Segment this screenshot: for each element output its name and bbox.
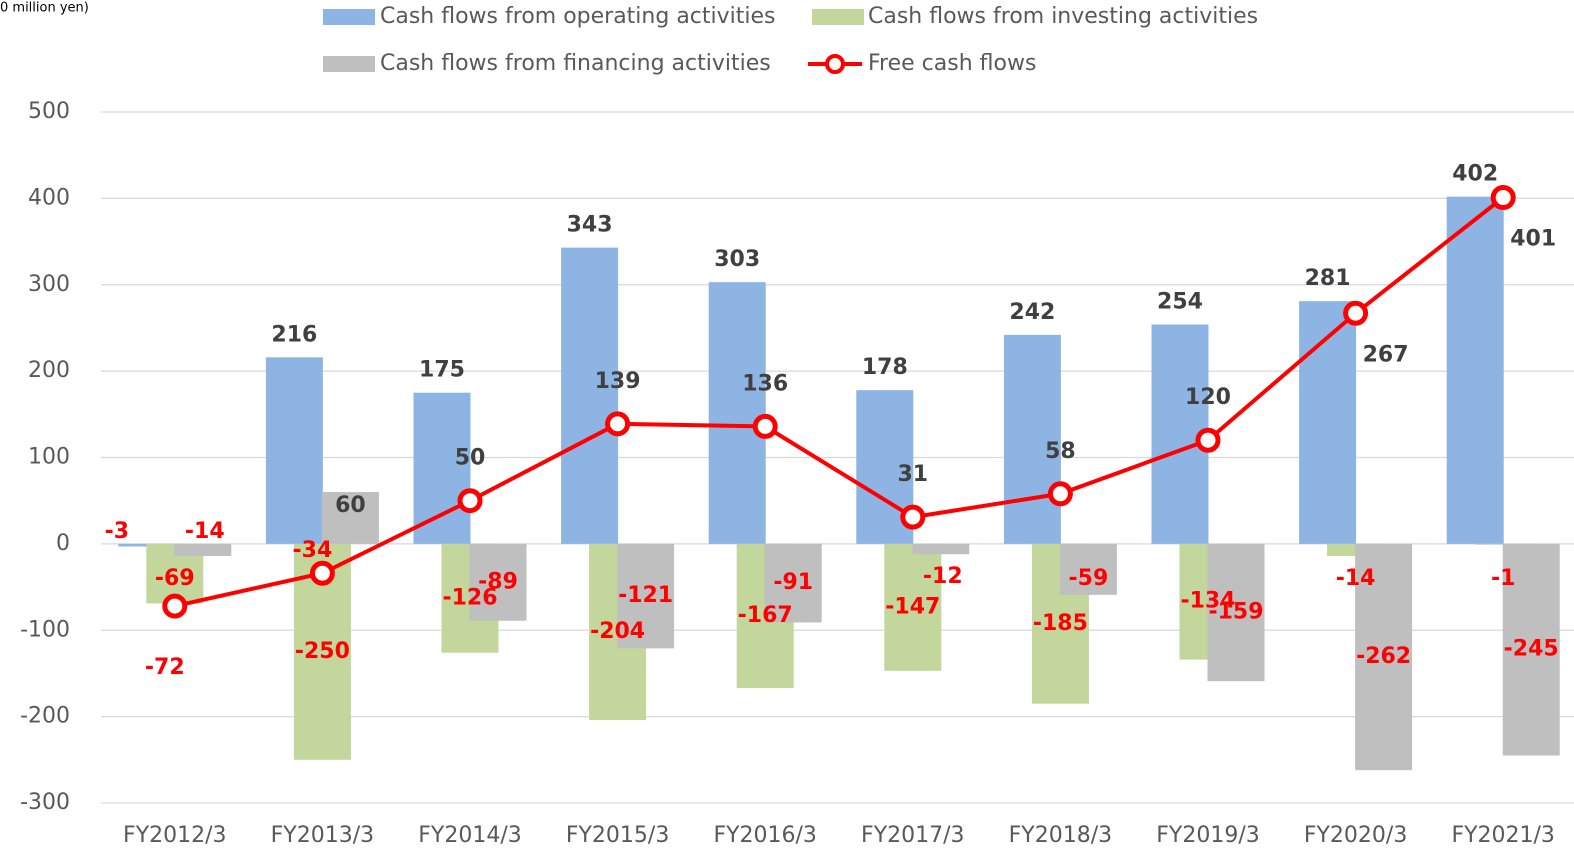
data-label: 254: [1157, 289, 1203, 314]
x-tick-label: FY2012/3: [123, 823, 227, 848]
bar: [1355, 543, 1413, 771]
data-label: -126: [442, 585, 497, 610]
line: [174, 195, 1505, 609]
bar: [174, 543, 232, 556]
marker: [1195, 427, 1221, 453]
bar: [912, 543, 970, 555]
data-label: -262: [1356, 644, 1411, 669]
data-label: -121: [618, 583, 673, 608]
y-tick-label: 300: [28, 272, 70, 297]
legend-marker: [825, 54, 845, 74]
y-tick-label: 400: [28, 185, 70, 210]
x-tick-label: FY2016/3: [713, 823, 817, 848]
legend-label: Cash flows from investing activities: [868, 4, 1258, 29]
data-label: 401: [1510, 227, 1556, 252]
bar: [764, 543, 822, 623]
data-label: -3: [105, 519, 129, 544]
bar: [1299, 301, 1357, 544]
data-label: 139: [595, 369, 641, 394]
data-label: 242: [1009, 300, 1055, 325]
data-label: -34: [293, 538, 333, 563]
bar: [884, 543, 942, 671]
data-label: 178: [862, 355, 908, 380]
marker: [1490, 185, 1516, 211]
data-label: -69: [155, 566, 195, 591]
marker: [309, 560, 335, 586]
y-tick-label: 0: [56, 531, 70, 556]
bar: [561, 247, 619, 544]
data-label: 31: [897, 462, 928, 487]
legend-label: Free cash flows: [868, 51, 1036, 76]
bar: [469, 543, 527, 621]
data-label: 50: [455, 446, 486, 471]
marker: [605, 411, 631, 437]
x-tick-label: FY2013/3: [271, 823, 375, 848]
data-label: -91: [773, 570, 813, 595]
data-label: -167: [738, 603, 793, 628]
data-label: -14: [185, 519, 225, 544]
bar: [1003, 334, 1061, 544]
data-label: 267: [1363, 342, 1409, 367]
data-label: 136: [742, 371, 788, 396]
unit-label: 0 million yen): [0, 1, 89, 16]
data-label: -59: [1069, 566, 1109, 591]
x-tick-label: FY2021/3: [1451, 823, 1555, 848]
data-label: -12: [923, 564, 963, 589]
bar: [1059, 543, 1117, 595]
data-label: -134: [1180, 589, 1235, 614]
x-tick-label: FY2020/3: [1304, 823, 1408, 848]
data-label: -147: [885, 594, 940, 619]
data-label: -185: [1033, 611, 1088, 636]
data-label: 175: [419, 358, 465, 383]
data-label: -1: [1491, 566, 1515, 591]
bar: [321, 492, 379, 544]
x-tick-label: FY2019/3: [1156, 823, 1260, 848]
data-label: -159: [1208, 600, 1263, 625]
bar: [1446, 196, 1504, 544]
data-label: -250: [295, 639, 350, 664]
marker: [457, 488, 483, 514]
data-label: -89: [478, 569, 518, 594]
marker: [1047, 481, 1073, 507]
bar: [1207, 543, 1265, 682]
data-label: 58: [1045, 439, 1076, 464]
data-label: -204: [590, 619, 645, 644]
y-tick-label: -200: [20, 704, 70, 729]
legend-swatch: [812, 9, 864, 25]
marker: [1343, 300, 1369, 326]
x-tick-label: FY2015/3: [566, 823, 670, 848]
bar: [617, 543, 675, 649]
legend-label: Cash flows from financing activities: [380, 51, 771, 76]
x-tick-label: FY2018/3: [1009, 823, 1113, 848]
x-tick-label: FY2014/3: [418, 823, 522, 848]
legend-swatch: [323, 56, 375, 72]
bar: [265, 357, 323, 544]
data-label: -245: [1504, 637, 1559, 662]
data-label: -72: [145, 655, 185, 680]
y-tick-label: -300: [20, 790, 70, 815]
y-tick-label: -100: [20, 617, 70, 642]
data-label: 60: [335, 493, 366, 518]
data-label: 281: [1305, 266, 1351, 291]
y-tick-label: 100: [28, 445, 70, 470]
y-tick-label: 500: [28, 99, 70, 124]
bar: [413, 392, 471, 544]
legend-label: Cash flows from operating activities: [380, 4, 776, 29]
marker: [900, 504, 926, 530]
data-label: 303: [714, 247, 760, 272]
legend-swatch: [323, 9, 375, 25]
marker: [752, 413, 778, 439]
data-label: 120: [1185, 385, 1231, 410]
data-label: 343: [567, 213, 613, 238]
bar: [708, 282, 766, 544]
data-label: 216: [271, 322, 317, 347]
marker: [162, 593, 188, 619]
bar: [1502, 543, 1560, 756]
data-label: 402: [1452, 162, 1498, 187]
x-tick-label: FY2017/3: [861, 823, 965, 848]
data-label: -14: [1336, 566, 1376, 591]
y-tick-label: 200: [28, 358, 70, 383]
